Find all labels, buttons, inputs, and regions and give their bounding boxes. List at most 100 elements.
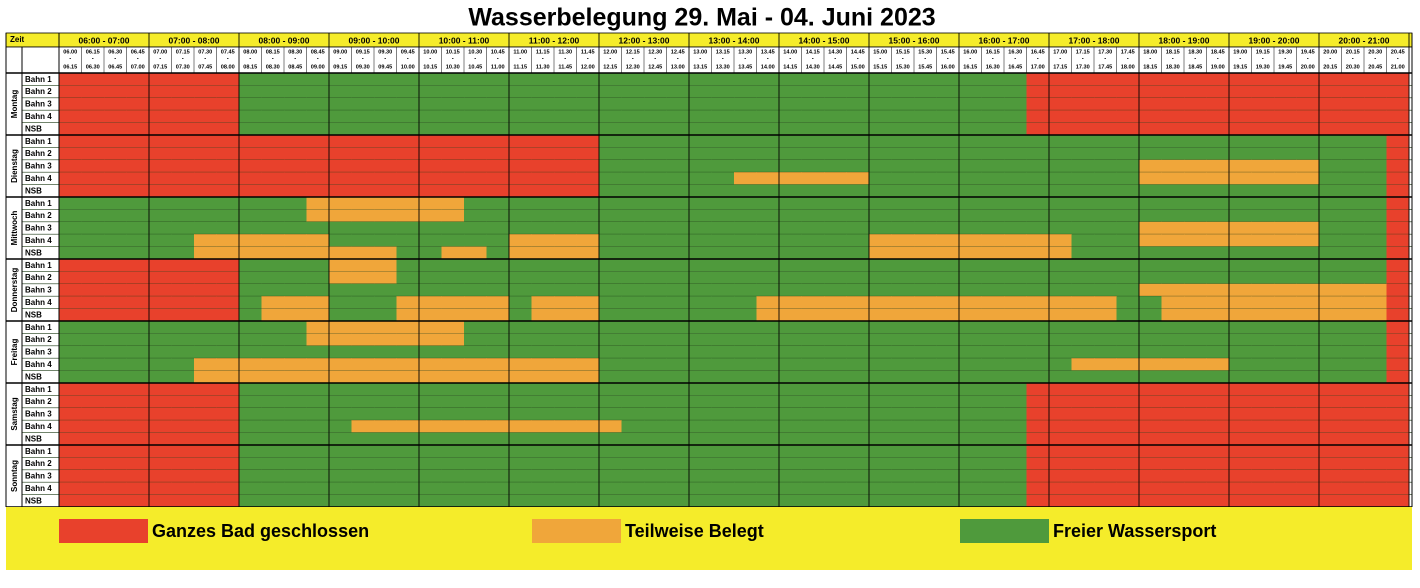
- slot-cell: [509, 283, 532, 297]
- slot-cell: [486, 308, 510, 321]
- slot-cell: [1319, 469, 1342, 483]
- slot-cell: [509, 345, 532, 359]
- slot-cell: [1094, 420, 1117, 433]
- slot-to: 15.15: [873, 64, 887, 70]
- slot-cell: [891, 184, 915, 197]
- slot-cell: [1229, 172, 1252, 185]
- slot-cell: [81, 110, 105, 123]
- slot-cell: [666, 122, 690, 135]
- slot-cell: [486, 85, 510, 98]
- slot-cell: [1004, 209, 1027, 222]
- slot-cell: [801, 221, 825, 235]
- slot-cell: [284, 221, 307, 235]
- slot-cell: [1341, 122, 1365, 135]
- slot-cell: [959, 407, 982, 421]
- slot-cell: [1386, 494, 1410, 507]
- slot-cell: [1206, 482, 1230, 495]
- slot-cell: [1251, 85, 1275, 98]
- slot-sep: -: [1172, 57, 1174, 63]
- slot-cell: [936, 283, 960, 297]
- slot-cell: [59, 445, 82, 458]
- slot-cell: [689, 482, 712, 495]
- slot-cell: [1161, 73, 1185, 86]
- slot-cell: [1139, 407, 1162, 421]
- slot-cell: [959, 209, 982, 222]
- slot-cell: [194, 321, 217, 334]
- slot-cell: [1004, 271, 1027, 284]
- slot-cell: [869, 246, 892, 259]
- day-label: Mittwoch: [10, 211, 19, 246]
- slot-cell: [1184, 73, 1207, 86]
- slot-cell: [936, 420, 960, 433]
- slot-cell: [891, 73, 915, 86]
- slot-sep: -: [1329, 57, 1331, 63]
- slot-cell: [59, 333, 82, 346]
- slot-cell: [464, 469, 487, 483]
- slot-cell: [216, 296, 240, 309]
- slot-cell: [1116, 457, 1140, 470]
- slot-cell: [1026, 234, 1050, 247]
- slot-cell: [81, 445, 105, 458]
- slot-cell: [1026, 370, 1050, 383]
- slot-cell: [1004, 333, 1027, 346]
- slot-sep: -: [227, 57, 229, 63]
- slot-cell: [1004, 73, 1027, 86]
- slot-cell: [171, 333, 195, 346]
- slot-from: 13.45: [761, 49, 775, 55]
- slot-cell: [914, 135, 937, 148]
- slot-cell: [959, 246, 982, 259]
- slot-cell: [486, 370, 510, 383]
- slot-cell: [689, 85, 712, 98]
- slot-cell: [891, 172, 915, 185]
- slot-cell: [1274, 234, 1297, 247]
- slot-cell: [1094, 445, 1117, 458]
- slot-cell: [284, 159, 307, 173]
- slot-cell: [1004, 159, 1027, 173]
- slot-cell: [104, 358, 127, 371]
- slot-cell: [284, 333, 307, 346]
- slot-cell: [441, 135, 465, 148]
- slot-cell: [1274, 308, 1297, 321]
- slot-cell: [846, 469, 870, 483]
- slot-cell: [149, 97, 172, 111]
- slot-cell: [1206, 184, 1230, 197]
- slot-cell: [936, 383, 960, 396]
- slot-cell: [261, 283, 285, 297]
- slot-cell: [1296, 383, 1320, 396]
- slot-cell: [554, 432, 577, 445]
- slot-from: 10.30: [468, 49, 482, 55]
- slot-cell: [509, 494, 532, 507]
- slot-cell: [576, 73, 600, 86]
- slot-cell: [1161, 159, 1185, 173]
- slot-cell: [1206, 321, 1230, 334]
- slot-cell: [1049, 73, 1072, 86]
- slot-cell: [711, 271, 735, 284]
- slot-cell: [576, 296, 600, 309]
- slot-cell: [1004, 197, 1027, 210]
- slot-from: 08.15: [266, 49, 280, 55]
- slot-cell: [621, 283, 645, 297]
- slot-cell: [644, 122, 667, 135]
- slot-cell: [419, 85, 442, 98]
- slot-cell: [936, 122, 960, 135]
- slot-cell: [104, 395, 127, 408]
- slot-cell: [599, 494, 622, 507]
- slot-cell: [396, 407, 420, 421]
- slot-cell: [284, 110, 307, 123]
- slot-cell: [419, 308, 442, 321]
- slot-to: 10.30: [446, 64, 460, 70]
- slot-cell: [306, 234, 330, 247]
- slot-cell: [329, 110, 352, 123]
- slot-from: 11.15: [536, 49, 550, 55]
- slot-cell: [981, 333, 1005, 346]
- slot-sep: -: [474, 57, 476, 63]
- slot-cell: [666, 209, 690, 222]
- slot-cell: [531, 482, 555, 495]
- slot-cell: [891, 97, 915, 111]
- slot-cell: [171, 494, 195, 507]
- slot-cell: [1049, 135, 1072, 148]
- slot-cell: [576, 383, 600, 396]
- slot-cell: [959, 97, 982, 111]
- slot-cell: [1206, 110, 1230, 123]
